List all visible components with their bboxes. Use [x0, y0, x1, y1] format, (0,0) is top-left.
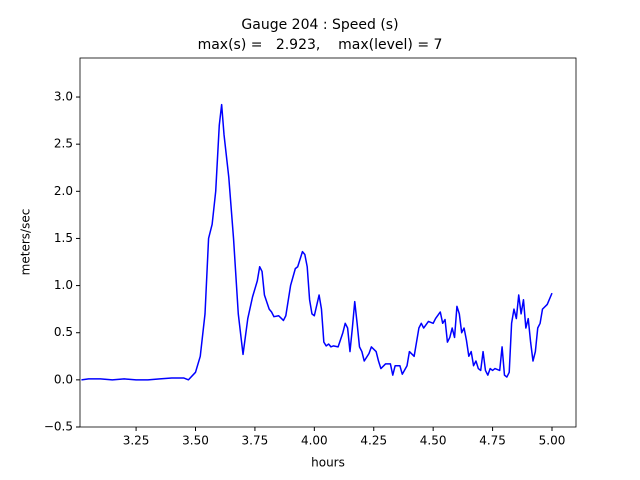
data-line	[81, 103, 553, 381]
x-tick-label: 5.00	[539, 434, 566, 448]
y-axis-label: meters/sec	[19, 209, 33, 276]
chart-subtitle: max(s) = 2.923, max(level) = 7	[198, 37, 443, 53]
y-tick-label: 0.5	[54, 325, 73, 339]
y-tick-label: 1.0	[54, 278, 73, 292]
x-tick-label: 3.50	[182, 434, 209, 448]
x-tick-label: 4.25	[360, 434, 387, 448]
y-tick-label: 3.0	[54, 90, 73, 104]
x-tick-label: 4.75	[479, 434, 506, 448]
y-tick-label: 0.0	[54, 372, 73, 386]
plot-frame	[79, 57, 577, 428]
y-tick-label: −0.5	[44, 420, 73, 434]
x-tick-label: 3.25	[123, 434, 150, 448]
y-tick-label: 2.5	[54, 137, 73, 151]
x-tick-label: 4.00	[301, 434, 328, 448]
x-tick-label: 4.50	[420, 434, 447, 448]
chart-title: Gauge 204 : Speed (s)	[241, 17, 398, 33]
y-tick-label: 1.5	[54, 231, 73, 245]
y-tick-label: 2.0	[54, 184, 73, 198]
x-tick-label: 3.75	[242, 434, 269, 448]
x-axis-label: hours	[311, 456, 345, 470]
